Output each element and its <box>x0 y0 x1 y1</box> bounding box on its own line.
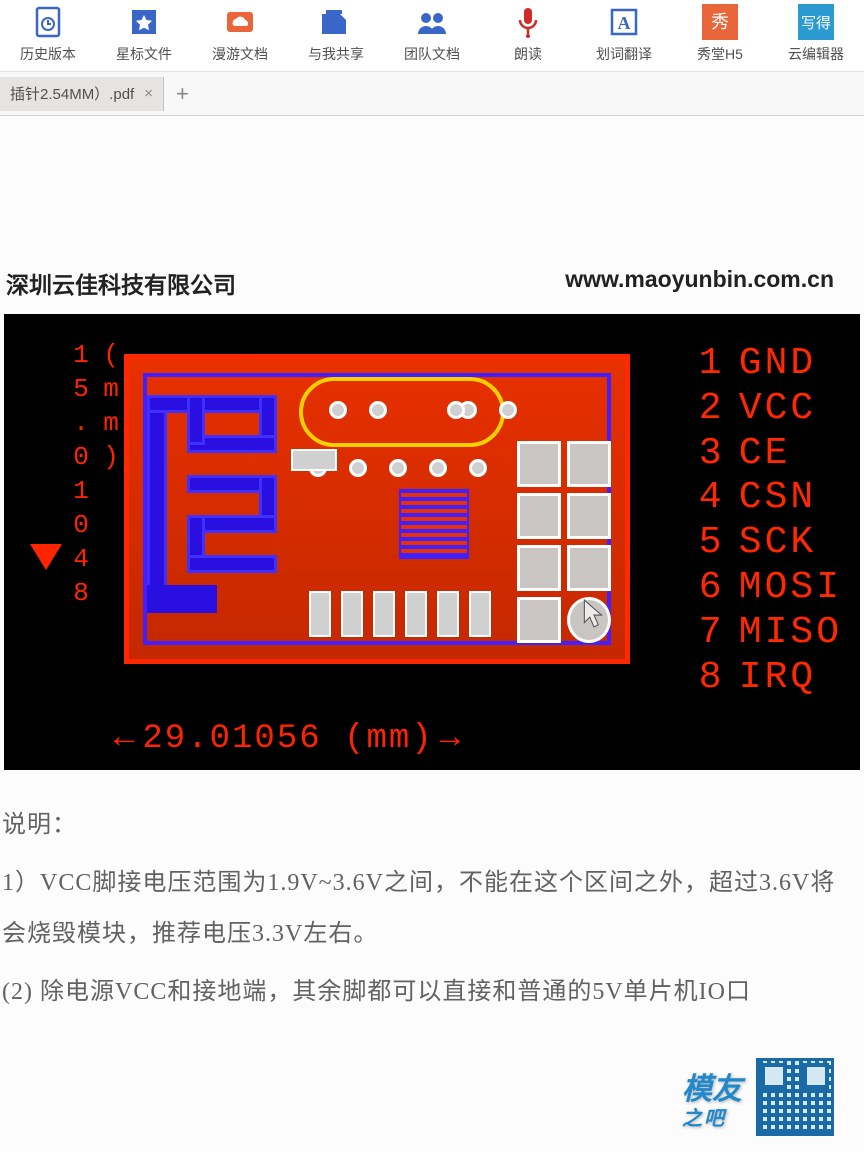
note-title: 说明： <box>2 800 852 852</box>
pin-name: IRQ <box>739 656 816 701</box>
close-icon[interactable]: × <box>144 85 153 102</box>
mic-icon <box>510 4 546 40</box>
doc-notes: 说明： 1）VCC脚接电压范围为1.9V~3.6V之间，不能在这个区间之外，超过… <box>0 770 864 1018</box>
pin-num: 3 <box>699 432 739 477</box>
tab-title: 插针2.54MM）.pdf <box>10 83 134 104</box>
star-icon <box>126 4 162 40</box>
history-icon <box>30 4 66 40</box>
ic-chip <box>399 489 469 559</box>
cursor-icon <box>583 599 605 629</box>
antenna-trace <box>147 395 277 595</box>
letter-icon: A <box>606 4 642 40</box>
pcb-diagram: 15.01048 (mm) ← 29.01056 (mm) → <box>4 314 860 770</box>
arrow-down-icon <box>26 540 66 570</box>
toolbar-label: 划词翻译 <box>596 44 652 64</box>
pin-row: 3CE <box>699 432 842 477</box>
pin-num: 2 <box>699 387 739 432</box>
arrow-left-icon: ← <box>114 720 136 758</box>
toolbar-xie[interactable]: 写得云编辑器 <box>768 4 864 64</box>
pin-name: MISO <box>739 611 842 656</box>
document-tab[interactable]: 插针2.54MM）.pdf × <box>0 77 164 111</box>
pin-row: 8IRQ <box>699 656 842 701</box>
pin-row: 1GND <box>699 342 842 387</box>
pin-row: 4CSN <box>699 476 842 521</box>
watermark-text: 模友 之吧 <box>682 1064 742 1131</box>
company-name: 深圳云佳科技有限公司 <box>6 266 236 300</box>
pin-row: 7MISO <box>699 611 842 656</box>
pin-num: 5 <box>699 521 739 566</box>
toolbar-xiu[interactable]: 秀秀堂H5 <box>672 4 768 64</box>
dim-h-value: 29.01056 (mm) <box>142 720 433 758</box>
pin-name: SCK <box>739 521 816 566</box>
qr-code-icon <box>756 1058 834 1136</box>
pin-row: 2VCC <box>699 387 842 432</box>
note-2: (2) 除电源VCC和接地端，其余脚都可以直接和普通的5V单片机IO口 <box>2 967 852 1019</box>
toolbar-label: 历史版本 <box>20 44 76 64</box>
pin-num: 8 <box>699 656 739 701</box>
toolbar: 历史版本星标文件漫游文档与我共享团队文档朗读A划词翻译秀秀堂H5写得云编辑器 <box>0 0 864 72</box>
toolbar-label: 团队文档 <box>404 44 460 64</box>
dim-horizontal: ← 29.01056 (mm) → <box>114 720 462 758</box>
share-icon <box>318 4 354 40</box>
wm-line1: 模友 <box>682 1073 742 1106</box>
arrow-right-icon: → <box>440 720 462 758</box>
toolbar-label: 漫游文档 <box>212 44 268 64</box>
toolbar-label: 与我共享 <box>308 44 364 64</box>
document-view: 深圳云佳科技有限公司 www.maoyunbin.com.cn 15.01048… <box>0 116 864 1152</box>
pin-num: 6 <box>699 566 739 611</box>
toolbar-history[interactable]: 历史版本 <box>0 4 96 64</box>
dim-v-value: 15.01048 (mm) <box>66 340 126 770</box>
pin-num: 4 <box>699 476 739 521</box>
pin-name: CSN <box>739 476 816 521</box>
pin-name: CE <box>739 432 791 477</box>
toolbar-letter[interactable]: A 划词翻译 <box>576 4 672 64</box>
svg-text:秀: 秀 <box>711 12 729 32</box>
tab-bar: 插针2.54MM）.pdf × + <box>0 72 864 116</box>
watermark: 模友 之吧 <box>682 1058 834 1136</box>
xiu-icon: 秀 <box>702 4 738 40</box>
doc-header: 深圳云佳科技有限公司 www.maoyunbin.com.cn <box>0 116 864 314</box>
company-url: www.maoyunbin.com.cn <box>565 266 834 300</box>
pin-name: GND <box>739 342 816 387</box>
xie-icon: 写得 <box>798 4 834 40</box>
toolbar-label: 云编辑器 <box>788 44 844 64</box>
toolbar-label: 秀堂H5 <box>697 44 743 64</box>
pin-name: VCC <box>739 387 816 432</box>
toolbar-mic[interactable]: 朗读 <box>480 4 576 64</box>
pin-row: 6MOSI <box>699 566 842 611</box>
toolbar-cloud[interactable]: 漫游文档 <box>192 4 288 64</box>
pin-num: 7 <box>699 611 739 656</box>
pin-label-list: 1GND2VCC3CE4CSN5SCK6MOSI7MISO8IRQ <box>699 342 842 701</box>
toolbar-team[interactable]: 团队文档 <box>384 4 480 64</box>
cloud-icon <box>222 4 258 40</box>
toolbar-label: 星标文件 <box>116 44 172 64</box>
svg-text:A: A <box>618 13 631 33</box>
pin-num: 1 <box>699 342 739 387</box>
toolbar-share[interactable]: 与我共享 <box>288 4 384 64</box>
pin-name: MOSI <box>739 566 842 611</box>
svg-text:写得: 写得 <box>801 15 831 32</box>
team-icon <box>414 4 450 40</box>
note-1: 1）VCC脚接电压范围为1.9V~3.6V之间，不能在这个区间之外，超过3.6V… <box>2 858 852 961</box>
toolbar-label: 朗读 <box>514 44 542 64</box>
pcb-board <box>124 354 630 664</box>
pin-row: 5SCK <box>699 521 842 566</box>
add-tab-button[interactable]: + <box>164 81 201 107</box>
toolbar-star[interactable]: 星标文件 <box>96 4 192 64</box>
